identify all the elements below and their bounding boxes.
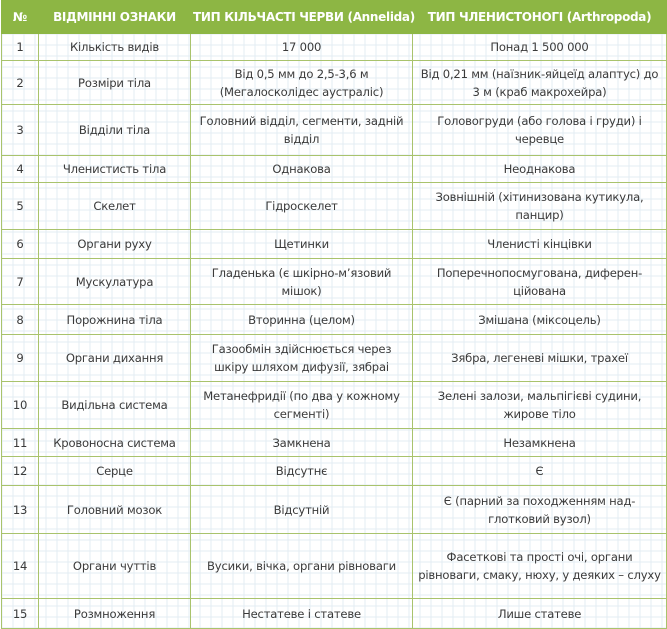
cell-number: 2 — [1, 60, 39, 105]
cell-annelida: Газообмін здійснюється через шкіру шляхо… — [190, 334, 413, 382]
table-row: 2 Розміри тіла Від 0,5 мм до 2,5-3,6 м (Ме… — [1, 60, 667, 105]
cell-annelida: Однакова — [190, 155, 413, 183]
cell-arthropoda: Від 0,21 мм (наїзник-яйцеїд алаптус) до … — [412, 60, 667, 105]
table-row: 8 Порожнина тіла Вторинна (целом) Змішана (… — [1, 304, 667, 335]
cell-annelida: Від 0,5 мм до 2,5-3,6 м (Мегалосколідес … — [190, 60, 413, 105]
cell-arthropoda: Понад 1 500 000 — [412, 33, 667, 61]
cell-feature: Серце — [38, 456, 191, 486]
cell-feature: Кровоносна система — [38, 428, 191, 457]
table-row: 6 Органи руху Щетинки Членисті кінцівки — [1, 229, 667, 259]
cell-number: 6 — [1, 229, 39, 259]
cell-annelida: Замкнена — [190, 428, 413, 457]
header-row: № ВІДМІННІ ОЗНАКИ ТИП КІЛЬЧАСТІ ЧЕРВИ (A… — [1, 0, 667, 34]
table-row: 9 Органи дихання Газообмін здійснюється че… — [1, 334, 667, 382]
cell-feature: Порожнина тіла — [38, 304, 191, 335]
table-row: 13 Головний мозок Відсутній Є (парний за по… — [1, 485, 667, 534]
table-row: 11 Кровоносна система Замкнена Незамкнена — [1, 428, 667, 457]
cell-number: 5 — [1, 182, 39, 230]
cell-number: 1 — [1, 33, 39, 61]
cell-annelida: Головний відділ, сегменти, задній відділ — [190, 104, 413, 156]
cell-number: 14 — [1, 533, 39, 599]
cell-annelida: Нестатеве і статеве — [190, 598, 413, 629]
table-row: 7 Мускулатура Гладенька (є шкірно-м’язовий… — [1, 258, 667, 305]
cell-feature: Видільна система — [38, 381, 191, 429]
cell-number: 11 — [1, 428, 39, 457]
cell-feature: Розмноження — [38, 598, 191, 629]
cell-arthropoda: Головогруди (або голова і груди) і черев… — [412, 104, 667, 156]
cell-annelida: 17 000 — [190, 33, 413, 61]
cell-feature: Мускулатура — [38, 258, 191, 305]
table-row: 1 Кількість видів 17 000 Понад 1 500 000 — [1, 33, 667, 61]
cell-annelida: Відсутній — [190, 485, 413, 534]
cell-feature: Розміри тіла — [38, 60, 191, 105]
table-row: 3 Відділи тіла Головний відділ, сегменти, … — [1, 104, 667, 156]
cell-number: 9 — [1, 334, 39, 382]
table-row: 14 Органи чуттів Вусики, вічка, органи рів… — [1, 533, 667, 599]
header-arthropoda: ТИП ЧЛЕНИСТОНОГІ (Arthropoda) — [412, 0, 667, 34]
cell-feature: Органи дихання — [38, 334, 191, 382]
cell-feature: Скелет — [38, 182, 191, 230]
table-row: 5 Скелет Гідроскелет Зовнішній (хітинизован… — [1, 182, 667, 230]
header-number: № — [1, 0, 39, 34]
cell-number: 12 — [1, 456, 39, 486]
cell-feature: Органи чуттів — [38, 533, 191, 599]
cell-arthropoda: Зябра, легеневі мішки, трахеї — [412, 334, 667, 382]
cell-number: 13 — [1, 485, 39, 534]
header-feature: ВІДМІННІ ОЗНАКИ — [38, 0, 191, 34]
cell-arthropoda: Неоднакова — [412, 155, 667, 183]
table-row: 4 Членистисть тіла Однакова Неоднакова — [1, 155, 667, 183]
cell-feature: Кількість видів — [38, 33, 191, 61]
table-row: 12 Серце Відсутнє Є — [1, 456, 667, 486]
cell-annelida: Відсутнє — [190, 456, 413, 486]
cell-annelida: Гладенька (є шкірно-м’язовий мішок) — [190, 258, 413, 305]
cell-feature: Відділи тіла — [38, 104, 191, 156]
table-row: 10 Видільна система Метанефридії (по два у… — [1, 381, 667, 429]
cell-annelida: Вторинна (целом) — [190, 304, 413, 335]
table-row: 15 Розмноження Нестатеве і статеве Лише ста… — [1, 598, 667, 629]
cell-number: 15 — [1, 598, 39, 629]
cell-number: 4 — [1, 155, 39, 183]
header-annelida: ТИП КІЛЬЧАСТІ ЧЕРВИ (Annelida) — [190, 0, 415, 34]
cell-arthropoda: Лише статеве — [412, 598, 667, 629]
cell-number: 3 — [1, 104, 39, 156]
cell-feature: Органи руху — [38, 229, 191, 259]
cell-annelida: Гідроскелет — [190, 182, 413, 230]
cell-annelida: Щетинки — [190, 229, 413, 259]
cell-arthropoda: Є — [412, 456, 667, 486]
cell-arthropoda: Незамкнена — [412, 428, 667, 457]
cell-feature: Головний мозок — [38, 485, 191, 534]
cell-arthropoda: Змішана (міксоцель) — [412, 304, 667, 335]
cell-number: 8 — [1, 304, 39, 335]
cell-number: 10 — [1, 381, 39, 429]
cell-annelida: Метанефридії (по два у кожному сегменті) — [190, 381, 413, 429]
cell-annelida: Вусики, вічка, органи рівноваги — [190, 533, 413, 599]
cell-feature: Членистисть тіла — [38, 155, 191, 183]
cell-arthropoda: Є (парний за походженням над-глотковий в… — [412, 485, 667, 534]
cell-arthropoda: Членисті кінцівки — [412, 229, 667, 259]
cell-arthropoda: Зовнішній (хітинизована кутикула, панцир… — [412, 182, 667, 230]
cell-arthropoda: Зелені залози, мальпігієві судини, жиров… — [412, 381, 667, 429]
cell-arthropoda: Фасеткові та прості очі, органи рівноваг… — [412, 533, 667, 599]
cell-arthropoda: Поперечнопосмугована, диферен-ційована — [412, 258, 667, 305]
cell-number: 7 — [1, 258, 39, 305]
